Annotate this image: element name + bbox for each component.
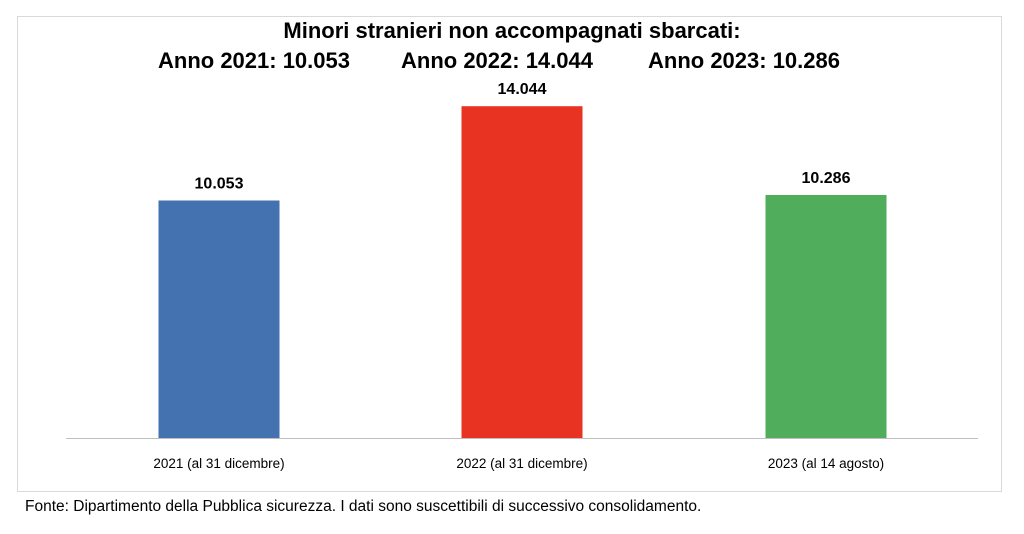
category-label-2: 2022 (al 31 dicembre) <box>456 456 587 471</box>
chart-title: Minori stranieri non accompagnati sbarca… <box>283 18 741 43</box>
subtitle-2021: Anno 2021: 10.053 <box>158 48 350 73</box>
data-label-3: 10.286 <box>802 170 851 187</box>
source-note: Fonte: Dipartimento della Pubblica sicur… <box>25 498 702 515</box>
category-label-3: 2023 (al 14 agosto) <box>768 456 884 471</box>
bar-3 <box>765 194 887 438</box>
chart-subtitle-row: Anno 2021: 10.053 Anno 2022: 14.044 Anno… <box>0 48 1024 78</box>
bar-2 <box>461 106 583 438</box>
data-label-2: 14.044 <box>498 81 547 98</box>
bar-1 <box>158 200 280 438</box>
subtitle-2023: Anno 2023: 10.286 <box>648 48 840 73</box>
data-label-1: 10.053 <box>195 175 244 192</box>
subtitle-2022: Anno 2022: 14.044 <box>401 48 593 73</box>
category-label-1: 2021 (al 31 dicembre) <box>153 456 284 471</box>
